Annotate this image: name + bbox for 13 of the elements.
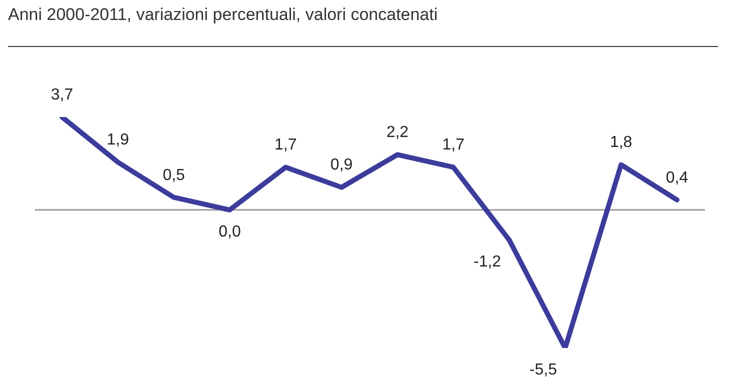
data-label: 1,7 bbox=[442, 136, 465, 154]
data-label: 0,5 bbox=[162, 166, 186, 184]
data-label: 0,0 bbox=[218, 223, 241, 240]
data-label: 1,9 bbox=[106, 132, 130, 149]
data-label: -5,5 bbox=[529, 361, 558, 378]
data-label: 0,9 bbox=[330, 156, 353, 174]
data-label: -1,2 bbox=[473, 253, 502, 270]
data-label: 0,4 bbox=[666, 169, 688, 186]
data-label: 1,8 bbox=[610, 134, 632, 152]
data-label: 1,7 bbox=[274, 136, 297, 154]
data-label: 2,2 bbox=[386, 124, 409, 142]
data-label: 3,7 bbox=[50, 86, 74, 104]
chart-title: Anni 2000-2011, variazioni percentuali, valori concatenati bbox=[8, 5, 438, 25]
